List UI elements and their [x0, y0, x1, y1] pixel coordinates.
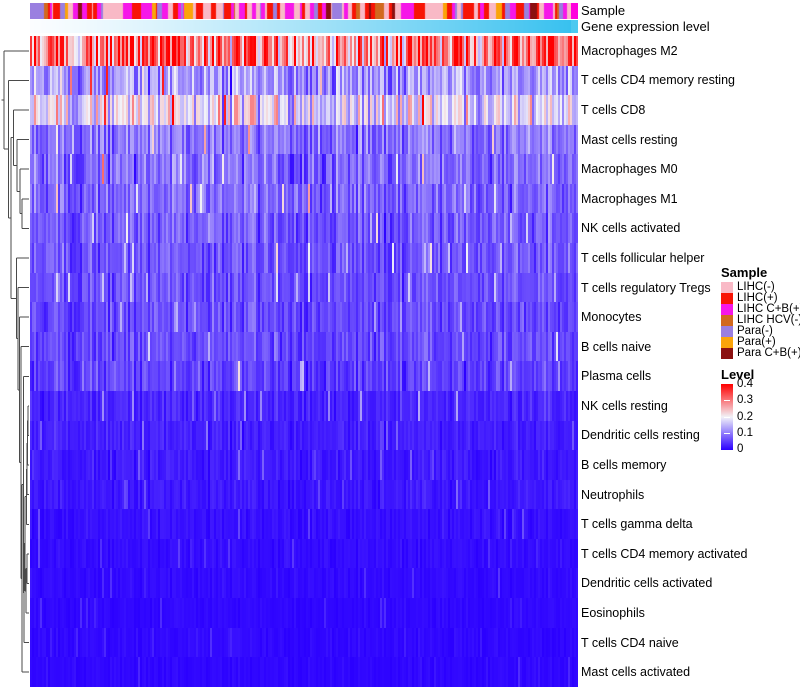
sample-legend-item: Para(-)	[721, 325, 800, 337]
row-label: T cells CD4 memory activated	[581, 547, 748, 561]
sample-legend-item: LIHC(+)	[721, 292, 800, 304]
row-label: Neutrophils	[581, 488, 645, 502]
heatmap-row	[30, 272, 578, 303]
level-tick-label: 0.1	[737, 426, 753, 439]
level-tick-label: 0	[737, 443, 744, 455]
heatmap-row	[30, 420, 578, 451]
heatmap-row	[30, 213, 578, 244]
level-tick-mark	[724, 400, 730, 402]
heatmap-row	[30, 183, 578, 214]
sample-legend-label: LIHC C+B(+)	[737, 303, 800, 315]
sample-legend-title: Sample	[721, 265, 768, 280]
heatmap-row	[30, 124, 578, 155]
row-label: Macrophages M1	[581, 192, 678, 206]
sample-legend-label: Para(-)	[737, 325, 773, 337]
level-colorbar: 0.4 0.3 0.2 0.1 0	[721, 378, 800, 455]
heatmap-row	[30, 538, 578, 569]
sample-legend-item: Para C+B(+)	[721, 347, 800, 359]
heatmap-row	[30, 65, 578, 96]
sample-legend-swatch	[721, 326, 733, 337]
gene-expression-annotation-label: Gene expression level	[581, 19, 710, 34]
row-label: Mast cells activated	[581, 665, 691, 679]
row-label-column: Macrophages M2 T cells CD4 memory resting…	[581, 36, 748, 687]
sample-legend-swatch	[721, 315, 733, 326]
row-label: T cells CD4 memory resting	[581, 73, 735, 87]
level-legend: Level 0.4 0.3 0.2 0.1 0	[721, 367, 800, 455]
sample-legend-item: LIHC(-)	[721, 281, 800, 293]
sample-legend-swatch	[721, 293, 733, 304]
heatmap-row	[30, 154, 578, 184]
sample-legend-swatch	[721, 282, 733, 293]
heatmap-row	[30, 331, 578, 362]
sample-legend-label: Para C+B(+)	[737, 347, 800, 359]
sample-legend-label: LIHC HCV(-)	[737, 314, 800, 326]
sample-annotation-label: Sample	[581, 3, 626, 18]
gene-expression-annotation-bar	[30, 20, 578, 33]
heatmap-row	[30, 657, 578, 687]
sample-legend: Sample LIHC(-) LIHC(+) LIHC C+B(+) LIHC HCV…	[721, 266, 800, 359]
row-label: Monocytes	[581, 310, 642, 324]
heatmap-row	[30, 479, 578, 510]
heatmap-row	[30, 597, 578, 628]
row-label: T cells CD4 naive	[581, 636, 679, 650]
row-label: NK cells resting	[581, 399, 668, 413]
sample-annotation-key-swatch	[571, 3, 578, 19]
row-label: Mast cells resting	[581, 133, 678, 147]
level-legend-title: Level	[721, 367, 755, 382]
sample-legend-label: Para(+)	[737, 336, 776, 348]
row-label: Eosinophils	[581, 606, 645, 620]
heatmap-row	[30, 243, 578, 273]
heatmap-row	[30, 36, 578, 66]
row-label: Plasma cells	[581, 369, 652, 383]
level-tick-label: 0.4	[737, 378, 753, 390]
row-label: Dendritic cells resting	[581, 428, 700, 442]
level-tick-mark	[724, 416, 730, 418]
level-tick-mark	[724, 432, 730, 434]
heatmap-row	[30, 390, 578, 421]
heatmap-row	[30, 95, 578, 125]
sample-legend-items: LIHC(-) LIHC(+) LIHC C+B(+) LIHC HCV(-) Para…	[721, 281, 800, 359]
heatmap-body	[30, 36, 578, 687]
sample-legend-label: LIHC(+)	[737, 292, 778, 304]
sample-annotation-bar	[30, 3, 578, 19]
row-label: T cells CD8	[581, 103, 646, 117]
sample-legend-item: LIHC HCV(-)	[721, 314, 800, 326]
sample-legend-label: LIHC(-)	[737, 281, 775, 293]
row-label: Macrophages M0	[581, 162, 678, 176]
gene-expression-key-swatch	[571, 20, 578, 33]
row-label: T cells gamma delta	[581, 517, 693, 531]
heatmap-row	[30, 302, 578, 332]
sample-legend-swatch	[721, 348, 733, 359]
row-label: NK cells activated	[581, 221, 681, 235]
sample-legend-item: LIHC C+B(+)	[721, 303, 800, 315]
level-colorbar-ticks: 0.4 0.3 0.2 0.1 0	[721, 378, 753, 455]
sample-legend-item: Para(+)	[721, 336, 800, 348]
row-label: T cells regulatory Tregs	[581, 281, 711, 295]
level-tick-label: 0.3	[737, 394, 753, 407]
heatmap-row	[30, 568, 578, 598]
legend-panel: Sample LIHC(-) LIHC(+) LIHC C+B(+) LIHC HCV…	[721, 266, 800, 455]
heatmap-row	[30, 361, 578, 391]
sample-legend-swatch	[721, 304, 733, 315]
row-dendrogram	[1, 50, 29, 673]
row-label: Dendritic cells activated	[581, 576, 713, 590]
row-label: T cells follicular helper	[581, 251, 705, 265]
heatmap-row	[30, 450, 578, 480]
row-label: B cells memory	[581, 458, 667, 472]
row-label: B cells naive	[581, 340, 652, 354]
row-label: Macrophages M2	[581, 44, 678, 58]
sample-legend-swatch	[721, 337, 733, 348]
heatmap-row	[30, 627, 578, 658]
level-tick-label: 0.2	[737, 410, 753, 423]
heatmap-row	[30, 509, 578, 539]
